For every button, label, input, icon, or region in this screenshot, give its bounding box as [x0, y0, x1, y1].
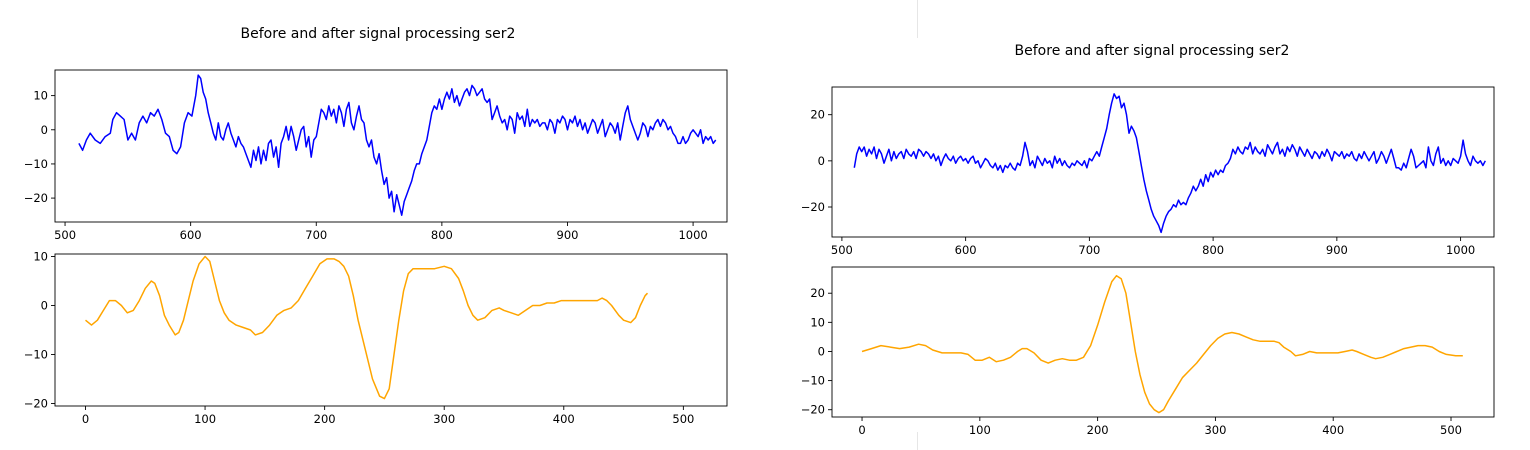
divider-line: [917, 432, 918, 450]
y-tick-label: 0: [818, 154, 825, 168]
plot-frame: [831, 266, 1495, 418]
y-tick-label: 0: [41, 298, 48, 312]
x-tick-label: 700: [305, 228, 327, 242]
y-tick-label: 10: [33, 249, 48, 263]
y-tick-label: −20: [24, 397, 48, 411]
series-line: [78, 74, 717, 216]
y-tick-label: 0: [41, 123, 48, 137]
series-line: [853, 93, 1486, 234]
x-tick-label: 800: [431, 228, 453, 242]
x-tick-label: 1000: [678, 228, 707, 242]
left-top-plot: 500 600 700 800 900 1000 −20 −10 0 10: [24, 69, 728, 242]
x-tick-label: 200: [314, 412, 336, 426]
y-tick-label: −10: [24, 157, 48, 171]
y-tick-label: −10: [801, 374, 825, 388]
left-bottom-plot: 0 100 200 300 400 500 −20 −10 0 10: [24, 249, 728, 426]
x-tick-label: 200: [1087, 423, 1109, 437]
y-tick-label: −10: [24, 348, 48, 362]
x-tick-label: 500: [1440, 423, 1462, 437]
x-tick-label: 900: [1326, 243, 1348, 257]
y-tick-label: 20: [810, 286, 825, 300]
x-tick-label: 500: [672, 412, 694, 426]
series-line: [861, 274, 1463, 414]
x-tick-label: 400: [553, 412, 575, 426]
right-figure-title: Before and after signal processing ser2: [1014, 43, 1290, 59]
plot-frame: [54, 69, 728, 223]
x-tick-label: 600: [955, 243, 977, 257]
x-tick-label: 900: [557, 228, 579, 242]
x-tick-label: 300: [1204, 423, 1226, 437]
right-bottom-plot: 0 100 200 300 400 500 −20 −10 0 10 20: [801, 266, 1495, 437]
x-tick-label: 600: [180, 228, 202, 242]
plot-frame: [54, 253, 728, 407]
y-tick-label: −20: [24, 191, 48, 205]
x-tick-label: 100: [969, 423, 991, 437]
y-tick-label: 20: [810, 108, 825, 122]
divider-line: [917, 0, 918, 38]
left-figure-title: Before and after signal processing ser2: [240, 26, 516, 42]
x-tick-label: 400: [1322, 423, 1344, 437]
y-tick-label: 0: [818, 344, 825, 358]
y-tick-label: 10: [810, 315, 825, 329]
y-tick-label: −20: [801, 403, 825, 417]
right-top-plot: 500 600 700 800 900 1000 −20 0 20: [801, 86, 1495, 257]
x-tick-label: 500: [831, 243, 853, 257]
plot-frame: [831, 86, 1495, 238]
x-tick-label: 700: [1078, 243, 1100, 257]
x-tick-label: 0: [858, 423, 865, 437]
x-tick-label: 0: [82, 412, 89, 426]
x-tick-label: 100: [194, 412, 216, 426]
y-tick-label: 10: [33, 89, 48, 103]
y-tick-label: −20: [801, 200, 825, 214]
x-tick-label: 1000: [1446, 243, 1475, 257]
x-tick-label: 300: [433, 412, 455, 426]
series-line: [85, 255, 649, 400]
x-tick-label: 800: [1202, 243, 1224, 257]
x-tick-label: 500: [54, 228, 76, 242]
